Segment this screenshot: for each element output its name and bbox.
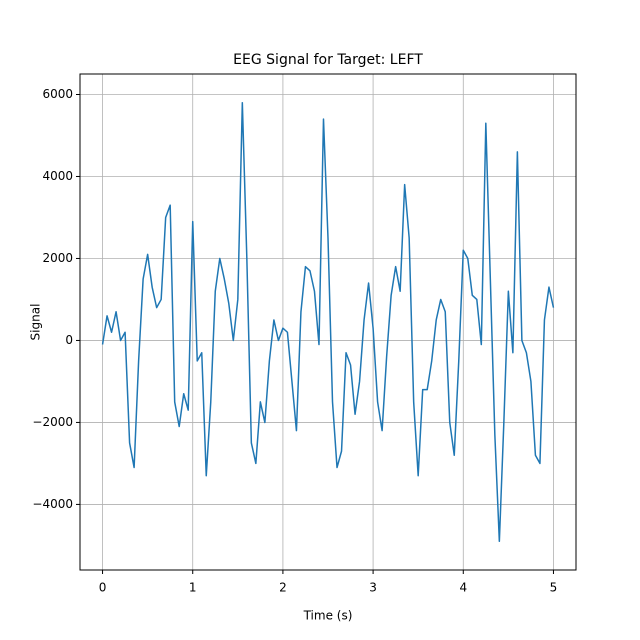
x-tick-label: 5 bbox=[550, 581, 558, 595]
x-tick-label: 0 bbox=[99, 581, 107, 595]
x-axis-label: Time (s) bbox=[303, 609, 353, 623]
x-tick-label: 3 bbox=[369, 581, 377, 595]
y-axis-label: Signal bbox=[29, 304, 43, 341]
x-tick-label: 4 bbox=[459, 581, 467, 595]
y-tick-label: 4000 bbox=[42, 169, 73, 183]
y-tick-label: −2000 bbox=[32, 415, 73, 429]
y-tick-label: 2000 bbox=[42, 251, 73, 265]
y-tick-label: −4000 bbox=[32, 497, 73, 511]
y-tick-label: 0 bbox=[65, 333, 73, 347]
chart-title: EEG Signal for Target: LEFT bbox=[233, 52, 423, 68]
plot-frame bbox=[79, 73, 577, 571]
x-tick-label: 2 bbox=[279, 581, 287, 595]
signal-line bbox=[101, 101, 555, 543]
y-tick-label: 6000 bbox=[42, 87, 73, 101]
x-tick-label: 1 bbox=[189, 581, 197, 595]
